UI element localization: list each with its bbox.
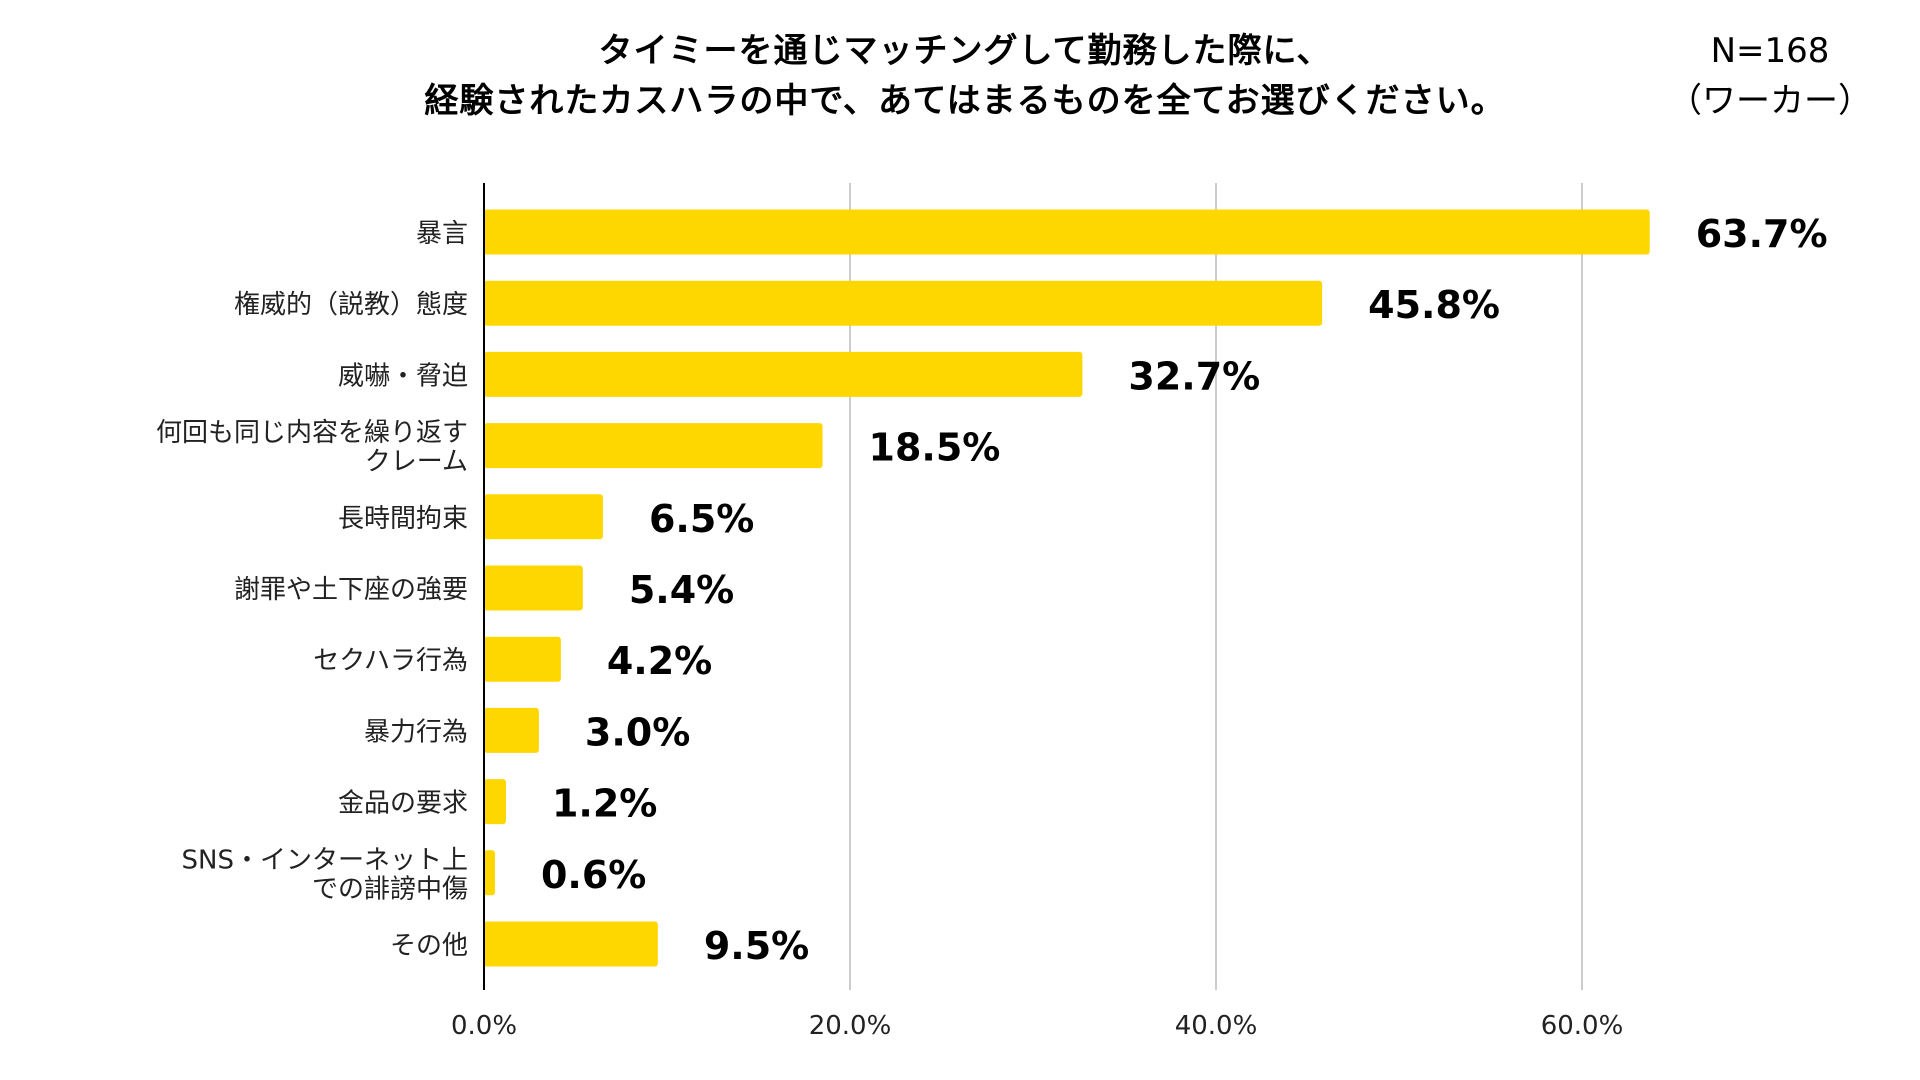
bar — [484, 779, 506, 825]
category-label: 威嚇・脅迫 — [338, 361, 468, 391]
bar — [484, 707, 539, 753]
value-label: 18.5% — [869, 426, 1001, 470]
value-label: 5.4% — [629, 568, 734, 612]
x-tick-label: 20.0% — [809, 1011, 892, 1041]
category-label: セクハラ行為 — [313, 646, 468, 676]
category-label: での誹謗中傷 — [312, 874, 468, 904]
chart-title-line-2: 経験されたカスハラの中で、あてはまるものを全てお選びください。 — [424, 81, 1506, 121]
category-label: 権威的（説教）態度 — [234, 290, 468, 320]
category-label: 金品の要求 — [338, 789, 468, 819]
category-label: SNS・インターネット上 — [182, 845, 468, 875]
value-label: 0.6% — [541, 853, 646, 897]
bar — [484, 850, 495, 896]
category-label: 何回も同じ内容を繰り返す — [156, 418, 468, 448]
x-tick-label: 60.0% — [1541, 1011, 1624, 1041]
category-label: 暴言 — [416, 219, 468, 249]
bar — [484, 280, 1323, 326]
chart-title-line-1: タイミーを通じマッチングして勤務した際に、 — [598, 31, 1332, 71]
bar — [484, 423, 823, 469]
value-label: 63.7% — [1696, 212, 1828, 256]
value-label: 32.7% — [1128, 354, 1260, 398]
category-label: 謝罪や土下座の強要 — [234, 575, 468, 605]
value-label: 3.0% — [585, 710, 690, 754]
bar — [484, 209, 1650, 255]
value-label: 4.2% — [607, 639, 712, 683]
category-label: 暴力行為 — [364, 717, 468, 747]
bar — [484, 565, 583, 611]
bar — [484, 494, 603, 540]
category-label: その他 — [390, 931, 468, 961]
bar — [484, 351, 1083, 397]
value-label: 6.5% — [649, 497, 754, 541]
value-label: 9.5% — [704, 924, 809, 968]
respondent-group-label: （ワーカー） — [1668, 81, 1872, 121]
sample-size-label: N=168 — [1710, 31, 1830, 71]
category-label: 長時間拘束 — [338, 504, 468, 534]
bar — [484, 921, 658, 967]
value-label: 45.8% — [1368, 283, 1500, 327]
category-label: クレーム — [365, 447, 468, 477]
x-tick-label: 40.0% — [1175, 1011, 1258, 1041]
value-label: 1.2% — [552, 782, 657, 826]
x-tick-label: 0.0% — [451, 1011, 517, 1041]
bar — [484, 636, 561, 682]
